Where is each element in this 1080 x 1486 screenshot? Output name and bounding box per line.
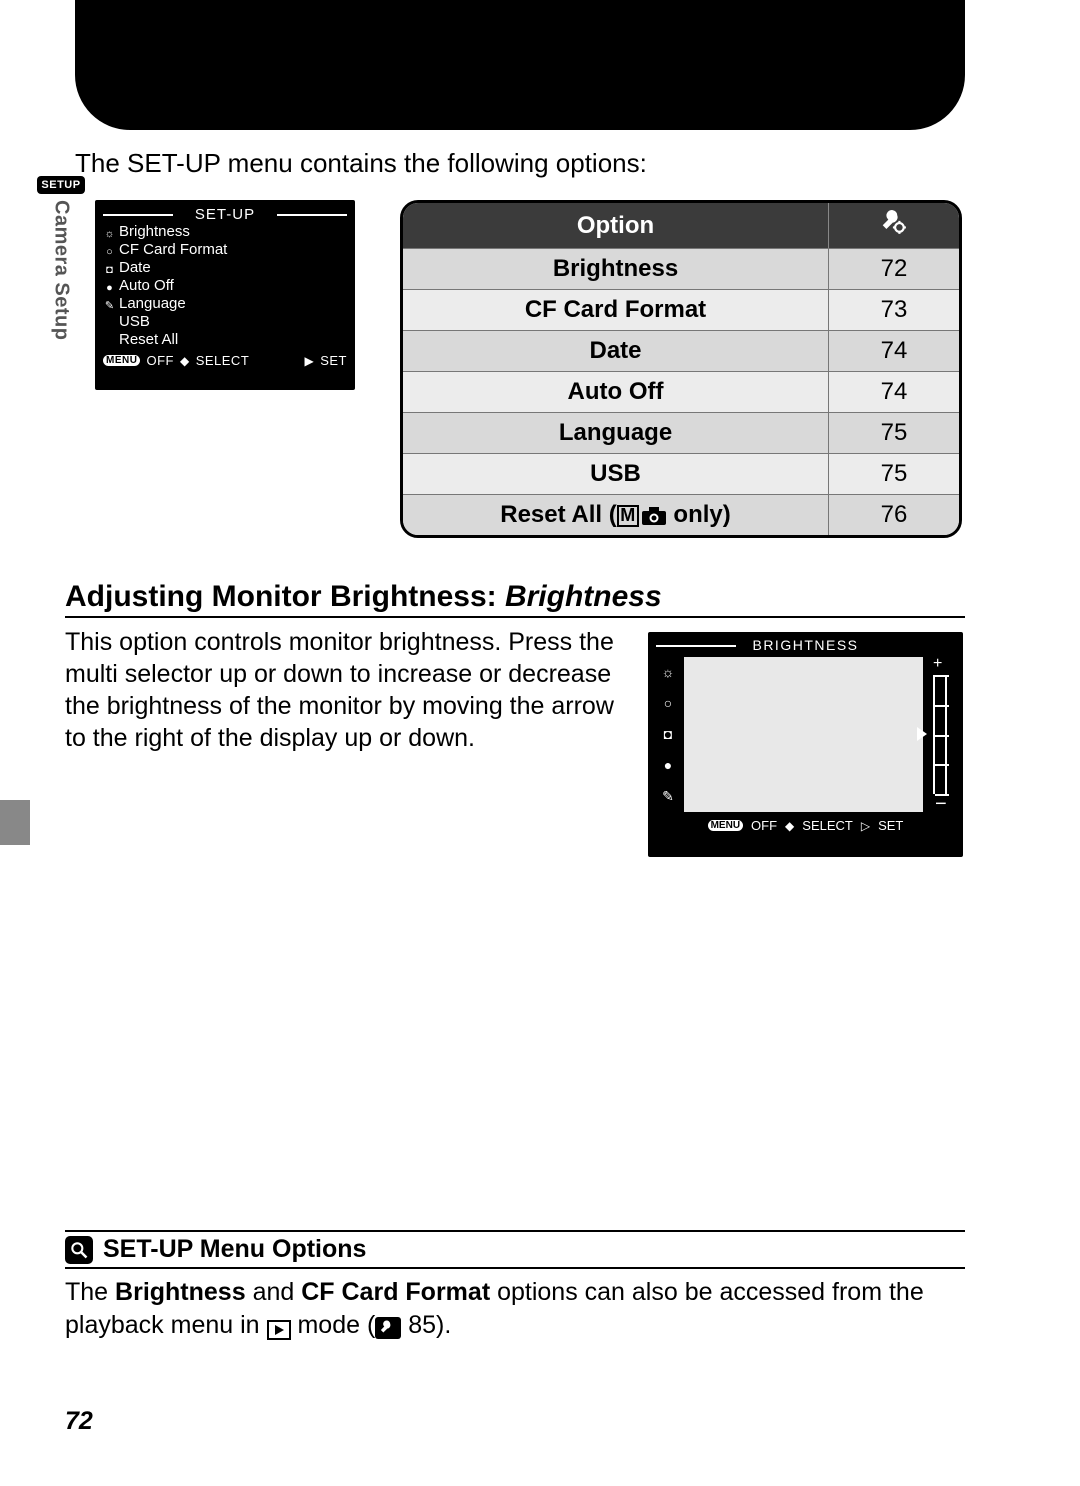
lcd-brightness-screenshot: BRIGHTNESS ☼ ○ ◘ ● ✎ + − MENU OFF ◆ SELE… — [648, 632, 963, 857]
lcd-setup-title: SET-UP — [103, 206, 347, 223]
lcd-menu-item: Reset All — [103, 331, 347, 349]
option-page: 73 — [829, 289, 959, 330]
lcd-menu-item-label: USB — [119, 313, 150, 330]
page-ref-icon — [375, 1317, 401, 1339]
lcd-setup-bottom-bar: MENU OFF ◆ SELECT ▶ SET — [103, 353, 347, 368]
set-label: SET — [320, 353, 347, 368]
option-label: Auto Off — [403, 371, 829, 412]
option-page: 75 — [829, 453, 959, 494]
right-arrow-icon: ▶ — [304, 354, 314, 368]
lcd-menu-item: ☼Brightness — [103, 223, 347, 241]
note-heading: SET-UP Menu Options — [65, 1230, 965, 1269]
brightness-scale: + − — [927, 657, 955, 812]
option-label: Language — [403, 412, 829, 453]
pencil-icon: ✎ — [662, 788, 674, 805]
right-triangle-icon: ▷ — [861, 819, 870, 833]
option-page: 74 — [829, 330, 959, 371]
plus-label: + — [933, 655, 942, 673]
pencil-icon: ✎ — [103, 297, 116, 310]
updown-arrow-icon: ◆ — [785, 819, 794, 833]
option-header: Option — [403, 203, 829, 248]
setup-badge: SETUP — [37, 176, 84, 194]
lcd-menu-item-label: Auto Off — [119, 277, 174, 294]
brightness-preview — [684, 657, 923, 812]
magnifier-icon — [65, 1236, 93, 1264]
option-label: USB — [403, 453, 829, 494]
circle-icon: ○ — [664, 695, 672, 711]
option-page: 76 — [829, 494, 959, 535]
camera-icon: ◘ — [664, 726, 672, 742]
page-ref-header — [829, 203, 959, 248]
section-heading: Adjusting Monitor Brightness: Brightness — [65, 580, 965, 618]
table-row: USB75 — [403, 453, 959, 494]
lcd-menu-item: ○CF Card Format — [103, 241, 347, 259]
m-mode-icon: M — [617, 505, 639, 527]
side-vertical-label: Camera Setup — [50, 200, 73, 341]
lcd-menu-item-label: Date — [119, 259, 151, 276]
table-row: Language75 — [403, 412, 959, 453]
lcd-side-icons: ☼ ○ ◘ ● ✎ — [656, 657, 680, 812]
option-page: 75 — [829, 412, 959, 453]
table-row: Reset All (M only)76 — [403, 494, 959, 535]
table-row: Brightness72 — [403, 248, 959, 289]
menu-pill: MENU — [103, 355, 140, 366]
lcd-menu-item-label: CF Card Format — [119, 241, 227, 258]
off-label: OFF — [146, 353, 174, 368]
playback-icon — [267, 1320, 291, 1340]
table-row: Auto Off74 — [403, 371, 959, 412]
intro-text: The SET-UP menu contains the following o… — [75, 148, 647, 179]
none-icon — [103, 333, 116, 346]
option-page: 74 — [829, 371, 959, 412]
minus-label: − — [935, 793, 947, 816]
select-label: SELECT — [802, 818, 853, 833]
heading-italic: Brightness — [505, 580, 662, 613]
set-label: SET — [878, 818, 903, 833]
updown-arrow-icon: ◆ — [180, 354, 190, 368]
dot-icon: ● — [103, 279, 116, 292]
options-table: Option Brightness72CF Card Format73Date7… — [400, 200, 962, 538]
select-label: SELECT — [196, 353, 250, 368]
camera-icon — [641, 506, 667, 526]
option-label: Brightness — [403, 248, 829, 289]
menu-pill: MENU — [708, 820, 743, 831]
wrench-icon — [881, 214, 907, 241]
lcd-menu-item-label: Brightness — [119, 223, 190, 240]
note-body: The Brightness and CF Card Format option… — [65, 1276, 965, 1341]
note-heading-text: SET-UP Menu Options — [103, 1235, 366, 1264]
lcd-bright-title: BRIGHTNESS — [656, 637, 955, 653]
circle-icon: ○ — [103, 243, 116, 256]
page-number: 72 — [65, 1407, 93, 1436]
table-row: CF Card Format73 — [403, 289, 959, 330]
edge-tab — [0, 800, 30, 845]
camera-icon: ◘ — [103, 261, 116, 274]
lcd-menu-item: ✎Language — [103, 295, 347, 313]
option-label: Date — [403, 330, 829, 371]
lcd-menu-item-label: Reset All — [119, 331, 178, 348]
sun-icon: ☼ — [103, 225, 116, 238]
sun-icon: ☼ — [662, 664, 675, 680]
section-body: This option controls monitor brightness.… — [65, 626, 625, 754]
lcd-bright-bottom-bar: MENU OFF ◆ SELECT ▷ SET — [656, 818, 955, 833]
option-page: 72 — [829, 248, 959, 289]
lcd-setup-screenshot: SET-UP ☼Brightness○CF Card Format◘Date●A… — [95, 200, 355, 390]
off-label: OFF — [751, 818, 777, 833]
lcd-menu-item: USB — [103, 313, 347, 331]
side-tab: SETUP Camera Setup — [36, 176, 86, 341]
dot-icon: ● — [664, 757, 672, 773]
top-black-tab — [75, 0, 965, 130]
option-label: CF Card Format — [403, 289, 829, 330]
heading-plain: Adjusting Monitor Brightness: — [65, 580, 505, 613]
lcd-menu-item: ◘Date — [103, 259, 347, 277]
option-label: Reset All (M only) — [403, 494, 829, 535]
brightness-pointer-icon — [917, 727, 927, 741]
table-row: Date74 — [403, 330, 959, 371]
none-icon — [103, 315, 116, 328]
lcd-menu-item-label: Language — [119, 295, 186, 312]
lcd-menu-item: ●Auto Off — [103, 277, 347, 295]
